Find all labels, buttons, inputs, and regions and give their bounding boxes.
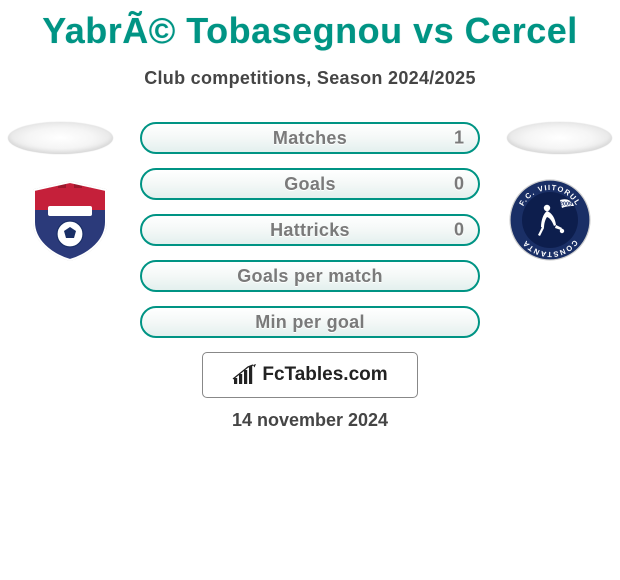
stat-row-min-per-goal: Min per goal <box>140 306 480 338</box>
club-badge-left <box>20 178 120 262</box>
brand-attribution[interactable]: FcTables.com <box>202 352 418 398</box>
page-subtitle: Club competitions, Season 2024/2025 <box>0 68 620 89</box>
stat-label: Min per goal <box>255 312 365 333</box>
stat-label: Hattricks <box>270 220 350 241</box>
stat-value: 0 <box>454 220 464 241</box>
stat-label: Goals <box>284 174 336 195</box>
brand-text: FcTables.com <box>262 364 387 386</box>
stat-label: Goals per match <box>237 266 383 287</box>
bar-chart-icon <box>232 364 258 386</box>
stat-value: 0 <box>454 174 464 195</box>
stat-row-hattricks: Hattricks 0 <box>140 214 480 246</box>
ellipse-ornament-right <box>507 122 612 154</box>
club-badge-right: F.C. VIITORUL CONSTANTA 2009 <box>500 178 600 262</box>
stats-list: Matches 1 Goals 0 Hattricks 0 Goals per … <box>140 122 480 352</box>
stat-label: Matches <box>273 128 347 149</box>
generated-date: 14 november 2024 <box>0 410 620 431</box>
stat-row-matches: Matches 1 <box>140 122 480 154</box>
page-title: YabrÃ© Tobasegnou vs Cercel <box>0 0 620 52</box>
stat-value: 1 <box>454 128 464 149</box>
stat-row-goals-per-match: Goals per match <box>140 260 480 292</box>
stat-row-goals: Goals 0 <box>140 168 480 200</box>
svg-text:2009: 2009 <box>560 202 572 208</box>
ellipse-ornament-left <box>8 122 113 154</box>
